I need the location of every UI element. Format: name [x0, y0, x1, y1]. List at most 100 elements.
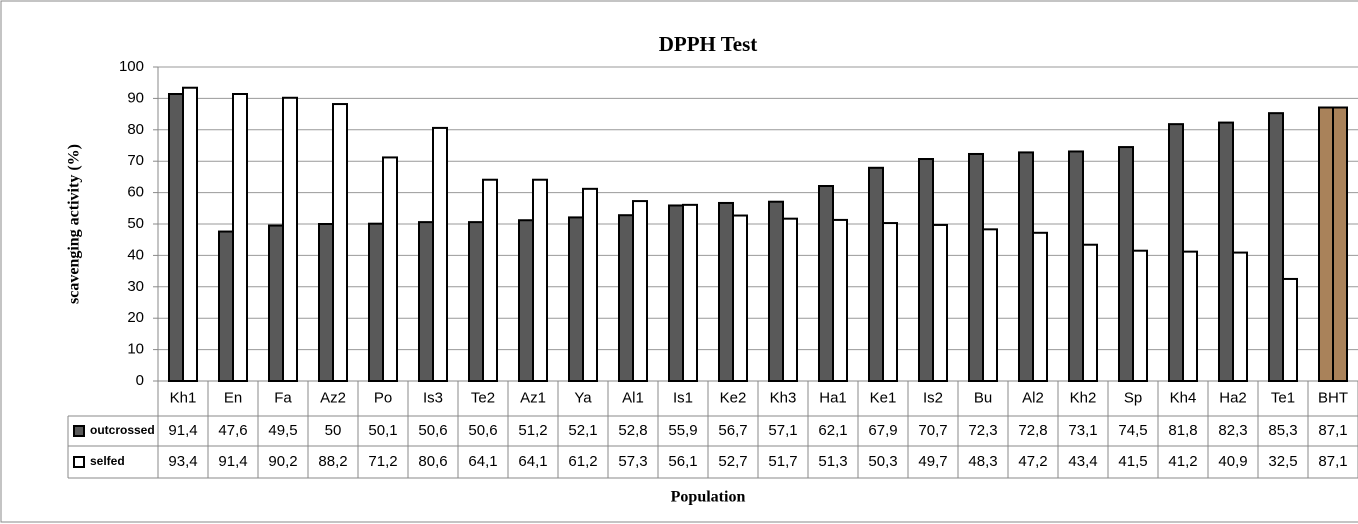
x-tick-label: Kh1: [170, 389, 197, 406]
bar: [732, 214, 748, 382]
table-value: 52,1: [568, 422, 597, 439]
table-value: 56,1: [668, 453, 697, 470]
bar: [518, 219, 534, 382]
bar: [1118, 146, 1134, 382]
table-value: 72,3: [968, 422, 997, 439]
table-value: 74,5: [1118, 422, 1147, 439]
x-tick-label: Te1: [1271, 389, 1295, 406]
x-tick-label: Al1: [622, 389, 644, 406]
bar: [882, 222, 898, 382]
bar: [932, 223, 948, 382]
y-tick-label: 30: [127, 278, 144, 295]
table-value: 47,2: [1018, 453, 1047, 470]
bar: [182, 86, 198, 382]
table-value: 50: [325, 422, 342, 439]
table-value: 64,1: [468, 453, 497, 470]
bar: [718, 201, 734, 382]
table-value: 91,4: [168, 422, 197, 439]
y-tick-label: 40: [127, 246, 144, 263]
table-value: 93,4: [168, 453, 197, 470]
bar: [1132, 249, 1148, 382]
table-value: 55,9: [668, 422, 697, 439]
table-value: 62,1: [818, 422, 847, 439]
bar: [1218, 121, 1234, 382]
bar: [1068, 150, 1084, 382]
y-tick-label: 0: [136, 372, 144, 389]
legend-label: outcrossed: [90, 423, 155, 437]
table-value: 56,7: [718, 422, 747, 439]
bar: [1168, 123, 1184, 382]
table-value: 70,7: [918, 422, 947, 439]
bar: [1182, 250, 1198, 382]
x-tick-label: Ha1: [819, 389, 847, 406]
table-value: 87,1: [1318, 422, 1347, 439]
bar: [868, 166, 884, 382]
x-tick-label: Is2: [923, 389, 943, 406]
x-tick-label: Bu: [974, 389, 992, 406]
bar: [1282, 277, 1298, 383]
legend-swatch: [73, 425, 85, 437]
bar: [818, 185, 834, 382]
bar: [632, 200, 648, 382]
bar: [782, 217, 798, 382]
x-axis-label: Population: [671, 489, 746, 506]
x-tick-label: Ha2: [1219, 389, 1247, 406]
table-value: 57,3: [618, 453, 647, 470]
table-value: 52,7: [718, 453, 747, 470]
chart-title: DPPH Test: [659, 32, 758, 56]
y-tick-label: 20: [127, 309, 144, 326]
bar: [1268, 112, 1284, 383]
x-tick-label: BHT: [1318, 389, 1348, 406]
y-tick-label: 60: [127, 184, 144, 201]
bar: [1332, 106, 1348, 382]
bar: [918, 158, 934, 382]
bar: [1032, 231, 1048, 382]
bar: [482, 178, 498, 382]
table-value: 32,5: [1268, 453, 1297, 470]
x-tick-label: Az2: [320, 389, 346, 406]
table-value: 85,3: [1268, 422, 1297, 439]
x-tick-label: Kh2: [1070, 389, 1097, 406]
bar: [382, 156, 398, 382]
bar: [432, 126, 448, 382]
table-value: 49,7: [918, 453, 947, 470]
bar: [1232, 251, 1248, 382]
table-value: 51,7: [768, 453, 797, 470]
bar: [332, 103, 348, 382]
table-value: 50,3: [868, 453, 897, 470]
x-tick-label: Po: [374, 389, 392, 406]
bar: [768, 200, 784, 382]
table-value: 43,4: [1068, 453, 1097, 470]
table-value: 51,3: [818, 453, 847, 470]
table-value: 51,2: [518, 422, 547, 439]
x-tick-label: Ke1: [870, 389, 897, 406]
x-tick-label: Sp: [1124, 389, 1142, 406]
table-value: 52,8: [618, 422, 647, 439]
y-tick-label: 50: [127, 215, 144, 232]
x-tick-label: Fa: [274, 389, 292, 406]
y-tick-label: 10: [127, 341, 144, 358]
table-value: 50,6: [418, 422, 447, 439]
bar: [468, 221, 484, 382]
table-value: 67,9: [868, 422, 897, 439]
x-tick-label: Az1: [520, 389, 546, 406]
y-tick-label: 80: [127, 121, 144, 138]
table-value: 47,6: [218, 422, 247, 439]
x-tick-label: Is1: [673, 389, 693, 406]
bar: [618, 214, 634, 382]
table-value: 73,1: [1068, 422, 1097, 439]
table-value: 88,2: [318, 453, 347, 470]
bar: [668, 204, 684, 382]
table-value: 41,5: [1118, 453, 1147, 470]
table-value: 41,2: [1168, 453, 1197, 470]
bar: [318, 223, 334, 382]
bar: [568, 216, 584, 382]
x-tick-label: Ke2: [720, 389, 747, 406]
bar: [168, 93, 184, 382]
bar: [582, 187, 598, 382]
table-value: 48,3: [968, 453, 997, 470]
bar: [1318, 106, 1334, 382]
table-value: 50,6: [468, 422, 497, 439]
